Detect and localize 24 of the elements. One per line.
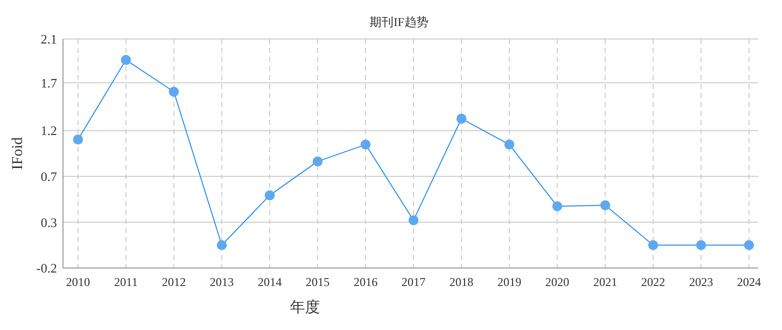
x-tick-label: 2012 [162, 275, 186, 289]
y-tick-label: 0.3 [40, 214, 57, 230]
x-axis-title: 年度 [290, 299, 320, 316]
chart-title: 期刊IF趋势 [370, 15, 428, 29]
x-tick-label: 2015 [306, 275, 330, 289]
x-tick-label: 2011 [114, 275, 138, 289]
x-tick-label: 2019 [497, 275, 522, 289]
x-tick-label: 2018 [449, 275, 474, 289]
y-tick-label: 1.7 [40, 75, 58, 90]
y-tick-label: -0.2 [36, 260, 57, 276]
x-tick-label: 2016 [354, 275, 378, 289]
x-tick-label: 2017 [402, 275, 426, 289]
x-tick-label: 2020 [545, 275, 570, 289]
y-tick-label: 0.7 [40, 168, 58, 184]
x-tick-label: 2024 [737, 275, 761, 289]
x-tick-label: 2023 [689, 275, 714, 289]
y-tick-label: 2.1 [40, 32, 57, 47]
y-tick-label: 1.2 [40, 123, 57, 138]
x-tick-label: 2021 [593, 275, 618, 289]
x-tick-label: 2010 [66, 275, 90, 289]
x-tick-label: 2022 [641, 275, 666, 289]
x-tick-label: 2013 [210, 275, 234, 289]
y-axis-title: IFoid [10, 136, 26, 170]
x-tick-label: 2014 [258, 275, 282, 289]
